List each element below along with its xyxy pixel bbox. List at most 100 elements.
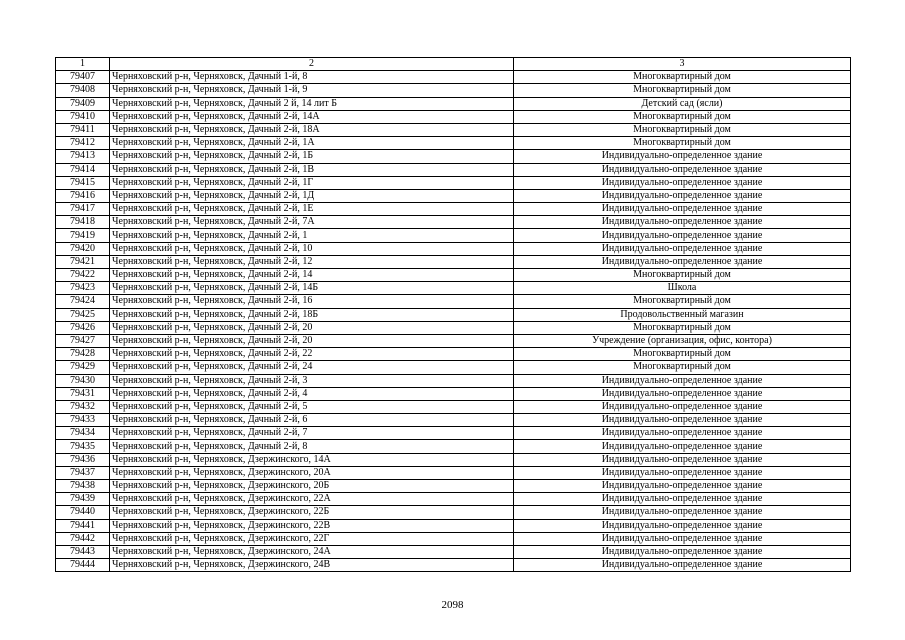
building-type-cell: Детский сад (ясли) <box>513 96 851 111</box>
row-id-cell: 79419 <box>55 228 110 243</box>
table-row: 79441 Черняховский р-н, Черняховск, Дзерж… <box>55 518 851 533</box>
building-type-cell: Многоквартирный дом <box>513 360 851 375</box>
address-cell: Черняховский р-н, Черняховск, Дзержинско… <box>109 518 514 533</box>
building-type-cell: Индивидуально-определенное здание <box>513 254 851 270</box>
table-row: 79440 Черняховский р-н, Черняховск, Дзерж… <box>55 505 851 520</box>
address-cell: Черняховский р-н, Черняховск, Дачный 2-й… <box>109 320 514 335</box>
address-cell: Черняховский р-н, Черняховск, Дачный 2-й… <box>109 215 514 230</box>
address-cell: Черняховский р-н, Черняховск, Дачный 2-й… <box>109 294 514 309</box>
address-cell: Черняховский р-н, Черняховск, Дачный 2-й… <box>109 360 514 375</box>
building-type-cell: Многоквартирный дом <box>513 109 851 124</box>
table-row: 79408 Черняховский р-н, Черняховск, Дачны… <box>55 83 851 98</box>
building-type-cell: Индивидуально-определенное здание <box>513 188 851 204</box>
row-id-cell: 79418 <box>55 215 110 230</box>
row-id-cell: 79407 <box>55 70 110 85</box>
table-row: 79443 Черняховский р-н, Черняховск, Дзерж… <box>55 544 851 560</box>
row-id-cell: 79420 <box>55 241 110 256</box>
address-cell: Черняховский р-н, Черняховск, Дачный 2-й… <box>109 162 514 177</box>
address-cell: Черняховский р-н, Черняховск, Дзержинско… <box>109 452 514 467</box>
address-cell: Черняховский р-н, Черняховск, Дачный 2-й… <box>109 333 514 349</box>
row-id-cell: 79425 <box>55 307 110 322</box>
building-type-cell: Индивидуально-определенное здание <box>513 373 851 388</box>
building-type-cell: Индивидуально-определенное здание <box>513 518 851 533</box>
row-id-cell: 79442 <box>55 531 110 546</box>
table-row: 79436 Черняховский р-н, Черняховск, Дзерж… <box>55 452 851 467</box>
table-row: 79438 Черняховский р-н, Черняховск, Дзерж… <box>55 478 851 494</box>
row-id-cell: 79437 <box>55 465 110 481</box>
table-row: 79419 Черняховский р-н, Черняховск, Дачны… <box>55 228 851 243</box>
address-cell: Черняховский р-н, Черняховск, Дачный 2-й… <box>109 386 514 401</box>
building-type-cell: Индивидуально-определенное здание <box>513 505 851 520</box>
building-type-cell: Индивидуально-определенное здание <box>513 228 851 243</box>
table-row: 79425 Черняховский р-н, Черняховск, Дачны… <box>55 307 851 322</box>
table-row: 79414 Черняховский р-н, Черняховск, Дачны… <box>55 162 851 177</box>
property-table: 1 2 3 79407 Черняховский р-н, Черняховск,… <box>55 56 851 573</box>
row-id-cell: 79413 <box>55 149 110 164</box>
table-row: 79442 Черняховский р-н, Черняховск, Дзерж… <box>55 531 851 546</box>
address-cell: Черняховский р-н, Черняховск, Дзержинско… <box>109 465 514 481</box>
row-id-cell: 79430 <box>55 373 110 388</box>
row-id-cell: 79441 <box>55 518 110 533</box>
address-cell: Черняховский р-н, Черняховск, Дзержинско… <box>109 544 514 560</box>
table-row: 79411 Черняховский р-н, Черняховск, Дачны… <box>55 122 851 138</box>
building-type-cell: Индивидуально-определенное здание <box>513 426 851 441</box>
row-id-cell: 79415 <box>55 175 110 190</box>
table-row: 79437 Черняховский р-н, Черняховск, Дзерж… <box>55 465 851 481</box>
address-cell: Черняховский р-н, Черняховск, Дачный 2-й… <box>109 347 514 362</box>
address-cell: Черняховский р-н, Черняховск, Дачный 2-й… <box>109 267 514 283</box>
row-id-cell: 79432 <box>55 399 110 415</box>
table-row: 79421 Черняховский р-н, Черняховск, Дачны… <box>55 254 851 270</box>
address-cell: Черняховский р-н, Черняховск, Дачный 2-й… <box>109 281 514 296</box>
row-id-cell: 79409 <box>55 96 110 111</box>
table-row: 79444 Черняховский р-н, Черняховск, Дзерж… <box>55 558 851 573</box>
building-type-cell: Многоквартирный дом <box>513 83 851 98</box>
row-id-cell: 79440 <box>55 505 110 520</box>
row-id-cell: 79426 <box>55 320 110 335</box>
address-cell: Черняховский р-н, Черняховск, Дачный 2-й… <box>109 122 514 138</box>
header-col-1: 1 <box>55 56 110 72</box>
row-id-cell: 79433 <box>55 413 110 428</box>
row-id-cell: 79423 <box>55 281 110 296</box>
address-cell: Черняховский р-н, Черняховск, Дачный 2-й… <box>109 241 514 256</box>
table-row: 79435 Черняховский р-н, Черняховск, Дачны… <box>55 439 851 454</box>
address-cell: Черняховский р-н, Черняховск, Дачный 2 й… <box>109 96 514 111</box>
table-row: 79432 Черняховский р-н, Черняховск, Дачны… <box>55 399 851 415</box>
table-row: 79416 Черняховский р-н, Черняховск, Дачны… <box>55 188 851 204</box>
row-id-cell: 79444 <box>55 558 110 573</box>
building-type-cell: Индивидуально-определенное здание <box>513 149 851 164</box>
building-type-cell: Индивидуально-определенное здание <box>513 215 851 230</box>
table-row: 79417 Черняховский р-н, Черняховск, Дачны… <box>55 202 851 217</box>
table-row: 79407 Черняховский р-н, Черняховск, Дачны… <box>55 70 851 85</box>
table-body: 79407 Черняховский р-н, Черняховск, Дачны… <box>55 70 851 573</box>
row-id-cell: 79424 <box>55 294 110 309</box>
row-id-cell: 79443 <box>55 544 110 560</box>
table-row: 79429 Черняховский р-н, Черняховск, Дачны… <box>55 360 851 375</box>
row-id-cell: 79408 <box>55 83 110 98</box>
row-id-cell: 79429 <box>55 360 110 375</box>
building-type-cell: Многоквартирный дом <box>513 122 851 138</box>
building-type-cell: Индивидуально-определенное здание <box>513 413 851 428</box>
table-row: 79428 Черняховский р-н, Черняховск, Дачны… <box>55 347 851 362</box>
table-row: 79410 Черняховский р-н, Черняховск, Дачны… <box>55 109 851 124</box>
row-id-cell: 79428 <box>55 347 110 362</box>
address-cell: Черняховский р-н, Черняховск, Дачный 2-й… <box>109 149 514 164</box>
table-row: 79415 Черняховский р-н, Черняховск, Дачны… <box>55 175 851 190</box>
table-row: 79418 Черняховский р-н, Черняховск, Дачны… <box>55 215 851 230</box>
row-id-cell: 79417 <box>55 202 110 217</box>
address-cell: Черняховский р-н, Черняховск, Дачный 2-й… <box>109 228 514 243</box>
row-id-cell: 79435 <box>55 439 110 454</box>
row-id-cell: 79410 <box>55 109 110 124</box>
address-cell: Черняховский р-н, Черняховск, Дачный 2-й… <box>109 109 514 124</box>
table-row: 79427 Черняховский р-н, Черняховск, Дачны… <box>55 333 851 349</box>
building-type-cell: Индивидуально-определенное здание <box>513 202 851 217</box>
address-cell: Черняховский р-н, Черняховск, Дзержинско… <box>109 505 514 520</box>
address-cell: Черняховский р-н, Черняховск, Дачный 2-й… <box>109 202 514 217</box>
address-cell: Черняховский р-н, Черняховск, Дачный 1-й… <box>109 70 514 85</box>
building-type-cell: Индивидуально-определенное здание <box>513 492 851 507</box>
building-type-cell: Индивидуально-определенное здание <box>513 386 851 401</box>
address-cell: Черняховский р-н, Черняховск, Дачный 2-й… <box>109 188 514 204</box>
address-cell: Черняховский р-н, Черняховск, Дачный 2-й… <box>109 373 514 388</box>
table-row: 79426 Черняховский р-н, Черняховск, Дачны… <box>55 320 851 335</box>
building-type-cell: Многоквартирный дом <box>513 320 851 335</box>
building-type-cell: Индивидуально-определенное здание <box>513 531 851 546</box>
